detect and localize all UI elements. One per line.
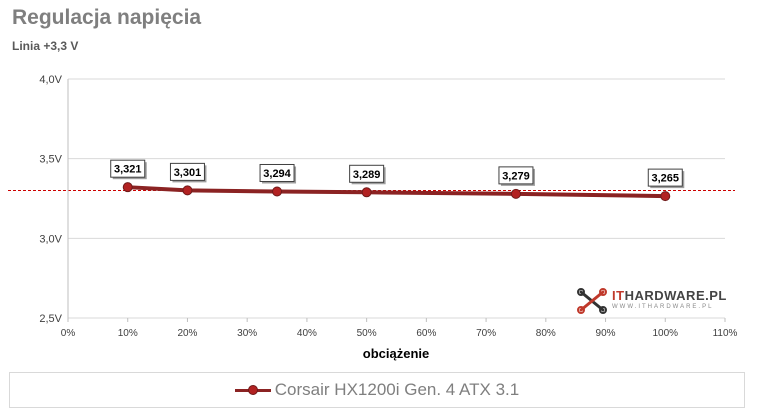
x-axis-label: obciążenie [363,346,429,361]
x-tick-label: 10% [118,328,138,339]
data-label-box [169,162,205,181]
x-tick-label: 40% [297,328,317,339]
data-label-box [110,159,146,178]
data-point [660,191,671,202]
logo-url: WWW.ITHARDWARE.PL [612,304,714,310]
x-tick-label: 20% [177,328,197,339]
chart-title: Regulacja napięcia [12,6,202,29]
data-point [361,187,372,198]
data-label: 3,321 [114,164,142,176]
y-tick-label: 2,5V [39,313,62,325]
data-label-box [259,163,295,182]
wrench-cross-icon [577,288,607,314]
data-label: 3,289 [353,169,381,181]
series-line [127,185,666,199]
data-label-box [498,166,534,185]
x-tick-label: 50% [357,328,377,339]
legend-marker [234,384,271,396]
legend-series-name: Corsair HX1200i Gen. 4 ATX 3.1 [274,380,520,399]
x-tick-label: 110% [713,328,738,339]
x-tick-label: 0% [61,328,76,339]
data-point [510,188,521,199]
data-point [182,185,193,196]
data-label: 3,279 [502,170,530,182]
data-label-box [349,164,385,183]
logo-text: ITHARDWARE.PL [612,288,727,303]
data-label: 3,301 [174,167,202,179]
chart-subtitle: Linia +3,3 V [12,39,79,53]
x-tick-label: 70% [476,328,496,339]
line-chart: 2,5V 3,0V 3,5V 4,0V 0% 10% 20% 30% 40% 50% 60% 70% 8… [8,74,738,361]
data-point [122,182,133,193]
x-tick-label: 60% [416,328,436,339]
data-label-box [647,168,683,187]
y-tick-label: 3,0V [39,233,62,245]
data-point [272,186,283,197]
data-label: 3,294 [263,168,291,180]
site-logo: ITHARDWARE.PL WWW.ITHARDWARE.PL [575,286,735,316]
x-tick-label: 90% [596,328,616,339]
x-tick-label: 100% [652,328,678,339]
x-tick-label: 80% [536,328,556,339]
y-tick-label: 4,0V [39,74,62,86]
y-tick-label: 3,5V [39,154,62,166]
chart-legend: Corsair HX1200i Gen. 4 ATX 3.1 [9,372,745,408]
x-tick-label: 30% [237,328,257,339]
data-label: 3,265 [652,173,680,185]
